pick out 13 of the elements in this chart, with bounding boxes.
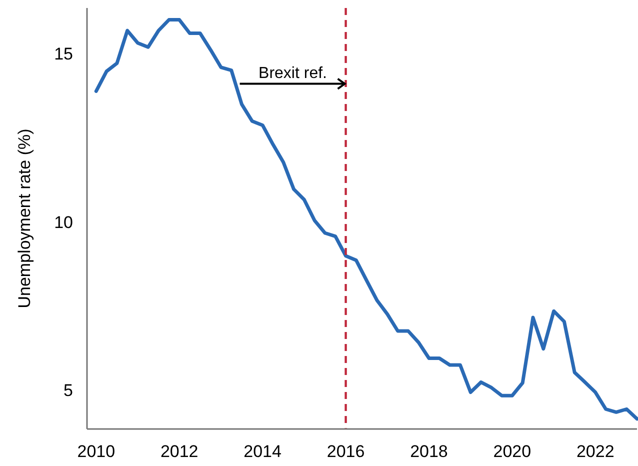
x-tick-label: 2018 <box>410 442 448 461</box>
x-tick-label: 2014 <box>244 442 282 461</box>
y-tick-label: 15 <box>54 44 73 64</box>
annotation: Brexit ref. <box>258 64 328 82</box>
x-tick-label: 2016 <box>326 442 365 461</box>
y-axis-title: Unemployment rate (%) <box>15 128 34 308</box>
line-series <box>94 18 638 421</box>
x-tick-label: 2022 <box>576 442 614 461</box>
x-tick-label: 2020 <box>493 442 532 461</box>
y-tick-label: 5 <box>64 381 73 400</box>
y-tick-label: 10 <box>54 212 73 232</box>
x-tick-label: 2010 <box>77 442 116 461</box>
x-tick-label: 2012 <box>160 442 198 461</box>
